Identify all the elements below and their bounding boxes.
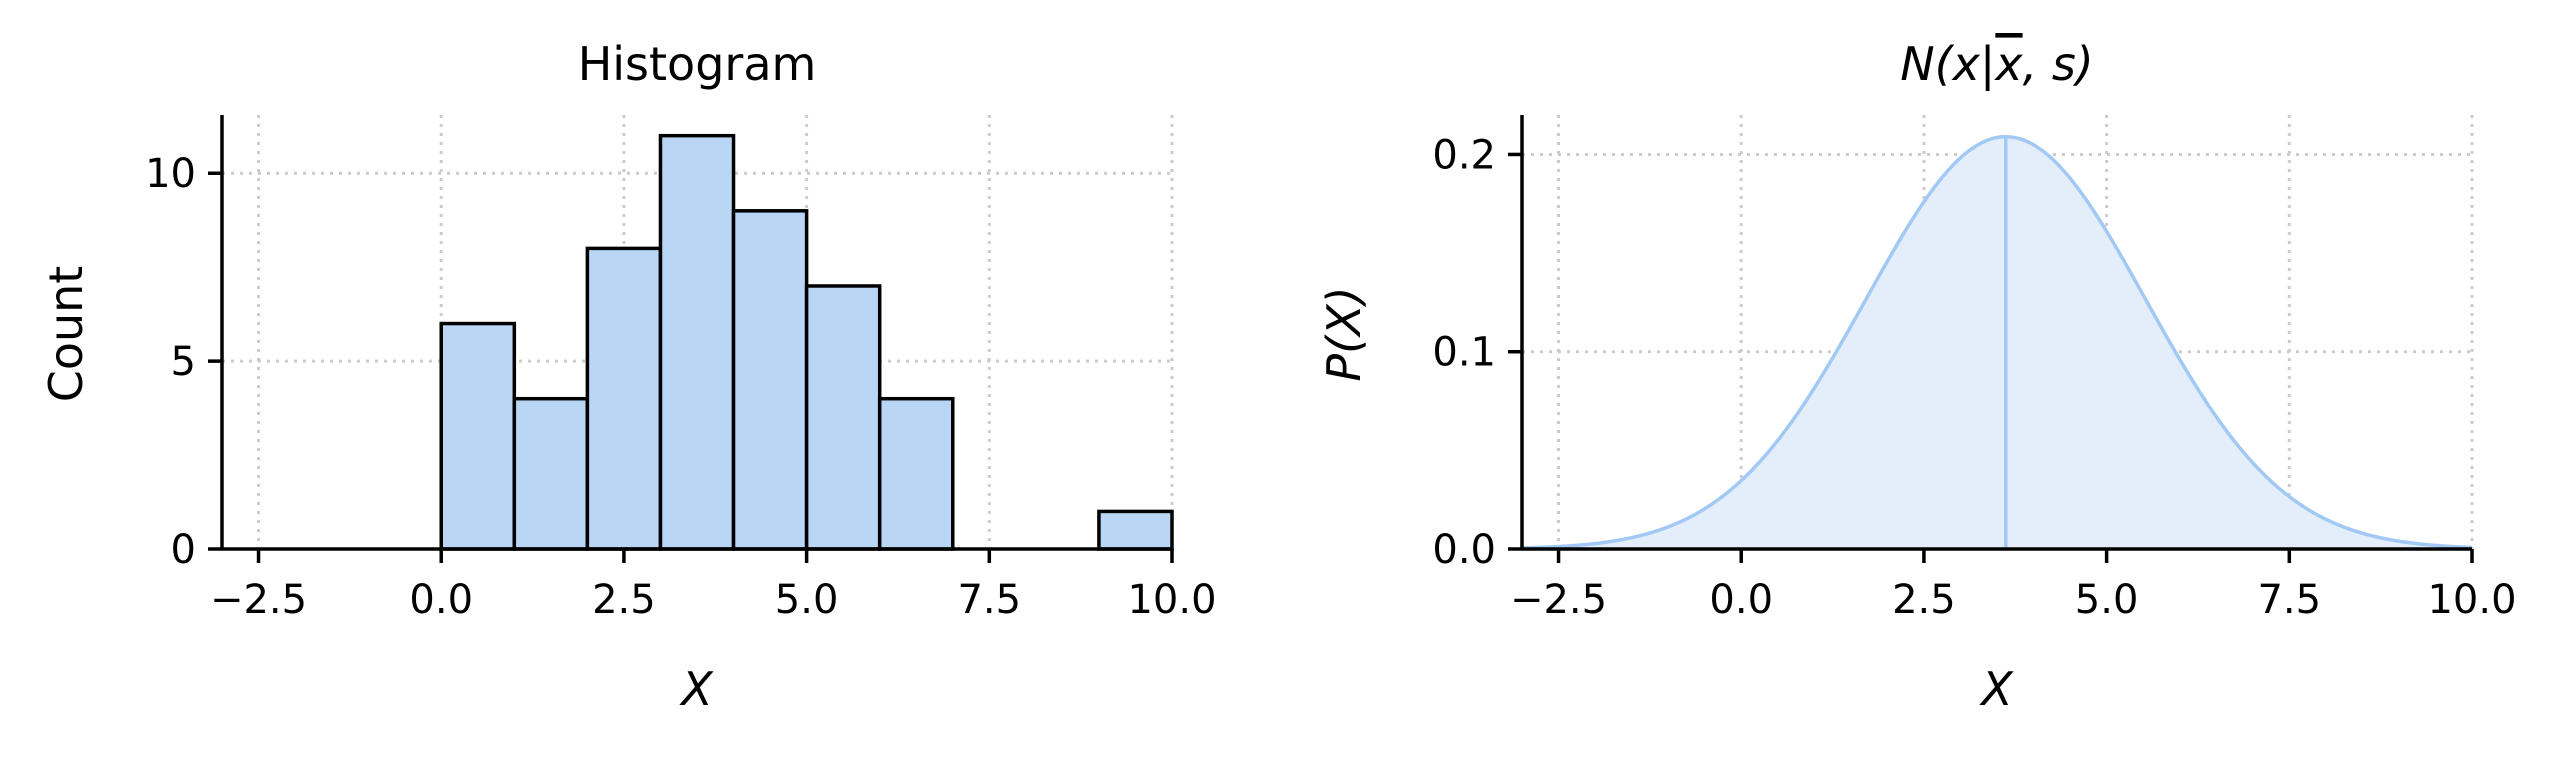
histogram-x-label: X (679, 662, 714, 716)
normal-x-tick-label: −2.5 (1510, 577, 1607, 623)
histogram-y-label: Count (39, 266, 93, 403)
normal-x-tick-label: 0.0 (1709, 577, 1773, 623)
histogram-x-tick-label: 5.0 (775, 577, 839, 623)
histogram-bar (877, 396, 955, 551)
histogram-x-tick-label: 7.5 (957, 577, 1021, 623)
normal-x-tick-label: 10.0 (2427, 577, 2516, 623)
normal-title: N(x|x, s) (1900, 37, 2093, 92)
histogram-ticks: −2.5 0.0 2.5 5.0 7.5 10.0 0 5 10 (145, 151, 1216, 623)
normal-x-label: X (1979, 662, 2014, 716)
normal-y-tick-label: 0.1 (1432, 330, 1496, 376)
histogram-x-tick-label: 0.0 (409, 577, 473, 623)
histogram-bar (804, 284, 882, 551)
histogram-panel: −2.5 0.0 2.5 5.0 7.5 10.0 0 5 10 Histogram X Cou… (39, 37, 1217, 716)
normal-x-tick-label: 5.0 (2075, 577, 2139, 623)
normal-panel: −2.5 0.0 2.5 5.0 7.5 10.00.00.10.2 N(x|x, s) … (1317, 37, 2517, 716)
histogram-y-tick-label: 10 (145, 151, 196, 197)
histogram-bar (658, 133, 736, 551)
histogram-x-tick-label: 2.5 (592, 577, 656, 623)
normal-ticks: −2.5 0.0 2.5 5.0 7.5 10.0 0.0 0.1 0.2 (1432, 132, 2516, 623)
histogram-bar (1097, 509, 1174, 551)
normal-curve (1521, 134, 2473, 550)
normal-y-tick-label: 0.2 (1432, 132, 1496, 178)
histogram-title: Histogram (578, 37, 817, 91)
histogram-x-tick-label: −2.5 (210, 577, 307, 623)
normal-x-tick-label: 7.5 (2257, 577, 2321, 623)
histogram-x-tick-label: 10.0 (1127, 577, 1216, 623)
histogram-bar (731, 209, 809, 551)
normal-y-tick-label: 0.0 (1432, 527, 1496, 573)
histogram-bar (512, 396, 590, 551)
histogram-bar (439, 321, 517, 551)
histogram-y-tick-label: 0 (171, 527, 196, 573)
histogram-y-tick-label: 5 (171, 339, 196, 385)
normal-x-tick-label: 2.5 (1892, 577, 1956, 623)
normal-y-label: P(X) (1317, 286, 1371, 381)
histogram-bars (439, 133, 1174, 551)
histogram-bar (585, 246, 663, 551)
normal-area (1522, 136, 2472, 549)
